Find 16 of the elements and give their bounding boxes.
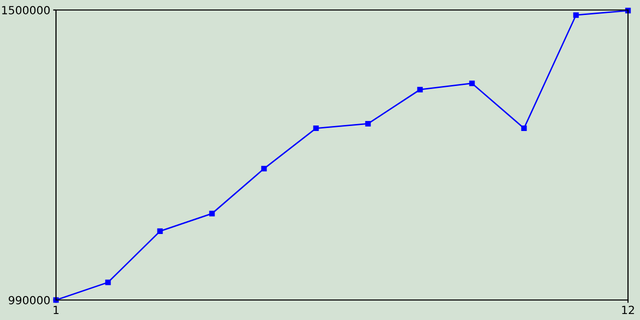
x-tick-label: 12 — [622, 306, 634, 314]
point — [53, 297, 59, 303]
point — [313, 125, 319, 132]
point — [105, 280, 111, 286]
point — [469, 80, 475, 86]
point — [625, 8, 631, 14]
point — [209, 210, 215, 216]
point — [261, 166, 267, 172]
point — [365, 120, 371, 127]
y-tick-label: 990000 — [8, 296, 50, 304]
point — [521, 125, 527, 132]
point — [573, 12, 579, 18]
point — [417, 86, 423, 92]
y-tick-label: 1500000 — [2, 6, 50, 14]
x-tick-label: 1 — [54, 306, 59, 314]
point — [157, 228, 163, 234]
